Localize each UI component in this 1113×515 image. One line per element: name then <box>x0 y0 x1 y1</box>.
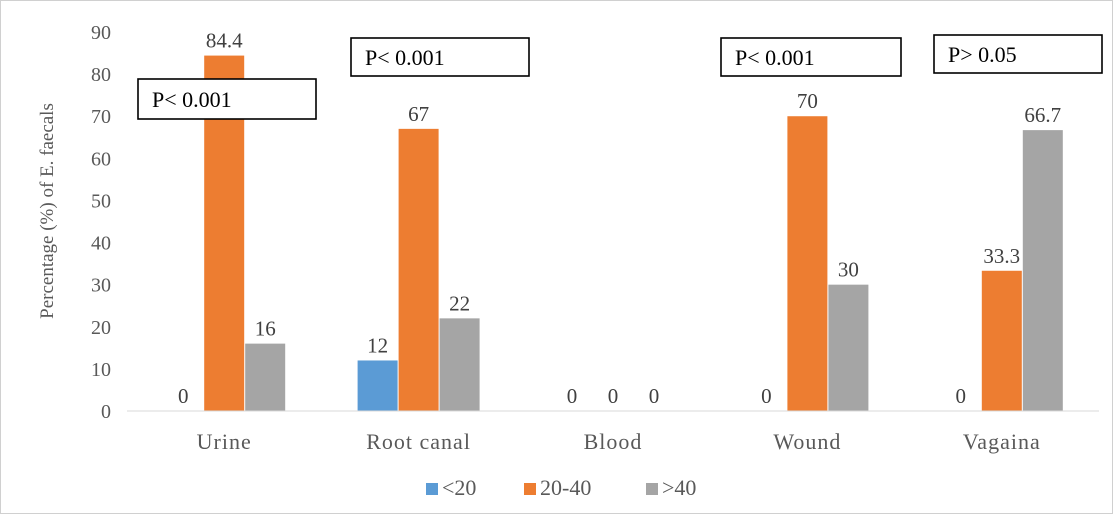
y-tick-label: 50 <box>91 190 111 212</box>
legend-swatch <box>524 483 536 495</box>
data-label: 66.7 <box>1024 103 1061 127</box>
p-value-text: P< 0.001 <box>365 45 445 70</box>
data-label: 0 <box>178 384 189 408</box>
legend-item: 20-40 <box>524 475 591 500</box>
p-value-box: P< 0.001 <box>350 37 530 77</box>
legend-label: >40 <box>662 475 696 500</box>
data-label: 84.4 <box>206 29 243 53</box>
legend-label: 20-40 <box>540 475 591 500</box>
bar-2040-vagaina <box>981 270 1022 411</box>
p-value-box-border <box>350 37 530 77</box>
y-tick-label: 0 <box>101 401 111 423</box>
x-category-label: Wound <box>773 429 841 454</box>
y-tick-label: 60 <box>91 148 111 170</box>
legend-label: <20 <box>442 475 476 500</box>
p-value-box: P> 0.05 <box>933 34 1103 74</box>
bar-20-root-canal <box>357 360 398 411</box>
data-label: 67 <box>408 102 429 126</box>
data-label: 22 <box>449 291 470 315</box>
p-value-box: P< 0.001 <box>720 37 902 77</box>
bar-40-wound <box>828 284 869 411</box>
data-label: 0 <box>761 384 772 408</box>
x-category-label: Urine <box>197 429 252 454</box>
bar-40-vagaina <box>1022 130 1063 411</box>
legend-swatch <box>646 483 658 495</box>
bar-40-root-canal <box>439 318 480 411</box>
data-label: 0 <box>956 384 967 408</box>
legend-item: >40 <box>646 475 696 500</box>
bar-2040-wound <box>787 116 828 411</box>
p-value-text: P< 0.001 <box>735 45 815 70</box>
y-axis-title: Percentage (%) of E. faecals <box>37 103 58 319</box>
y-tick-label: 30 <box>91 275 111 297</box>
y-tick-label: 10 <box>91 359 111 381</box>
data-label: 30 <box>838 258 859 282</box>
p-value-text: P< 0.001 <box>152 87 232 112</box>
y-tick-label: 90 <box>91 22 111 44</box>
y-tick-label: 20 <box>91 317 111 339</box>
legend-item: <20 <box>426 475 476 500</box>
y-tick-label: 40 <box>91 233 111 255</box>
x-category-label: Blood <box>584 429 643 454</box>
data-label: 33.3 <box>983 244 1020 268</box>
p-value-box: P< 0.001 <box>137 78 317 120</box>
x-category-label: Root canal <box>366 429 471 454</box>
y-tick-label: 70 <box>91 106 111 128</box>
legend-swatch <box>426 483 438 495</box>
p-value-box-border <box>933 34 1103 74</box>
y-tick-label: 80 <box>91 64 111 86</box>
data-label: 0 <box>649 384 660 408</box>
data-label: 0 <box>567 384 578 408</box>
x-category-label: Vagaina <box>963 429 1041 454</box>
data-label: 16 <box>255 317 276 341</box>
data-label: 70 <box>797 89 818 113</box>
data-label: 0 <box>608 384 619 408</box>
p-value-box-border <box>137 78 317 120</box>
p-value-box-border <box>720 37 902 77</box>
bar-40-urine <box>245 343 286 411</box>
bar-2040-root-canal <box>398 128 439 411</box>
data-label: 12 <box>367 333 388 357</box>
p-value-text: P> 0.05 <box>948 42 1017 67</box>
